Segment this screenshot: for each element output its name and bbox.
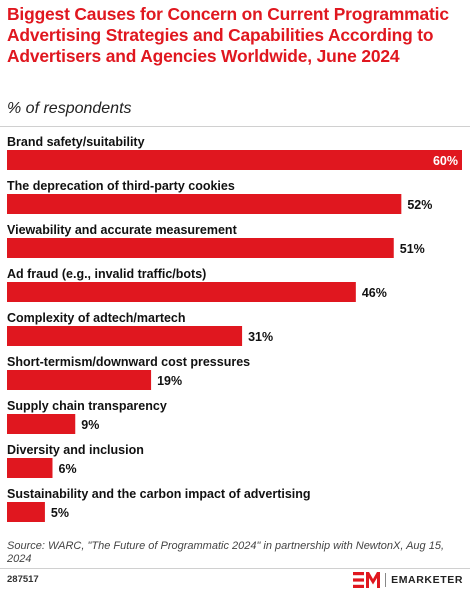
category-label: Complexity of adtech/martech [7, 311, 186, 325]
bar [7, 458, 53, 478]
data-label: 5% [51, 506, 69, 520]
bottom-divider [0, 568, 470, 569]
data-label: 6% [59, 462, 77, 476]
data-label: 31% [248, 330, 273, 344]
bar [7, 238, 394, 258]
category-label: Viewability and accurate measurement [7, 223, 238, 237]
bar [7, 502, 45, 522]
bar [7, 326, 243, 346]
top-divider [0, 126, 470, 127]
brand-name: EMARKETER [391, 574, 463, 586]
data-label: 46% [362, 286, 387, 300]
brand-mark: EMARKETER [353, 571, 463, 589]
data-label: 51% [400, 242, 425, 256]
data-label: 52% [407, 198, 432, 212]
data-label: 19% [157, 374, 182, 388]
chart-id: 287517 [7, 574, 39, 585]
bar [7, 194, 402, 214]
category-label: Short-termism/downward cost pressures [7, 355, 250, 369]
data-label: 9% [81, 418, 99, 432]
bar [7, 282, 356, 302]
category-label: Brand safety/suitability [7, 135, 145, 149]
category-label: The deprecation of third-party cookies [7, 179, 235, 193]
data-label: 60% [433, 154, 458, 168]
brand-separator [385, 573, 387, 587]
category-label: Diversity and inclusion [7, 443, 144, 457]
em-logo-icon [353, 572, 381, 588]
chart-subtitle: % of respondents [7, 100, 132, 117]
category-label: Sustainability and the carbon impact of … [7, 487, 311, 501]
category-label: Supply chain transparency [7, 399, 167, 413]
source-note: Source: WARC, "The Future of Programmati… [7, 540, 445, 565]
category-label: Ad fraud (e.g., invalid traffic/bots) [7, 267, 206, 281]
bar [7, 370, 152, 390]
chart-title: Biggest Causes for Concern on Current Pr… [7, 4, 449, 66]
bar-chart: Brand safety/suitability 60% The deprecati… [7, 135, 462, 522]
bar [7, 414, 76, 434]
bar [7, 150, 462, 170]
